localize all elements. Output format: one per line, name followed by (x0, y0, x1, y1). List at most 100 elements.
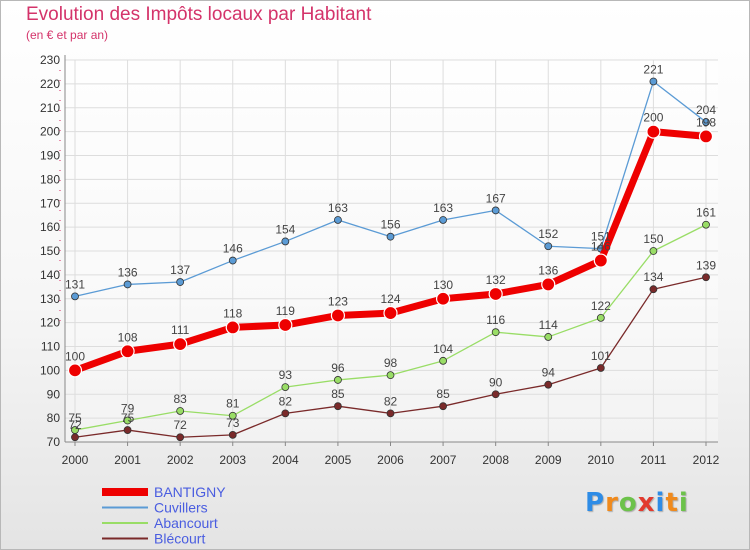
data-point (596, 364, 605, 372)
data-point (334, 402, 342, 411)
y-tick-label: 70 (47, 435, 61, 449)
data-point (228, 411, 237, 420)
data-label: 81 (226, 397, 240, 411)
y-tick-label: 110 (41, 340, 60, 354)
data-label: 108 (118, 330, 138, 344)
data-label: 221 (643, 62, 663, 76)
data-point (173, 337, 188, 352)
legend-label: Abancourt (154, 515, 218, 531)
y-tick-label: 210 (40, 101, 60, 115)
data-point (278, 317, 293, 333)
x-tick-label: 2009 (535, 453, 562, 467)
data-label: 79 (121, 402, 135, 416)
x-tick-label: 2008 (482, 453, 509, 467)
data-label: 136 (538, 263, 558, 277)
y-tick-label: 100 (40, 363, 60, 377)
y-tick-label: 130 (40, 292, 60, 306)
legend-label: BANTIGNY (154, 484, 226, 500)
data-point (228, 256, 237, 265)
data-point (71, 433, 79, 442)
data-label: 163 (433, 201, 453, 215)
data-label: 152 (538, 227, 558, 241)
data-point (386, 371, 395, 380)
data-label: 146 (223, 242, 243, 256)
logo-letter: t (665, 488, 679, 518)
data-point (491, 390, 500, 399)
data-point (71, 292, 79, 301)
data-point (646, 124, 661, 139)
y-tick-label: 230 (40, 53, 60, 67)
data-label: 122 (591, 299, 611, 313)
data-label: 198 (696, 115, 716, 129)
data-label: 139 (696, 258, 716, 272)
data-point (439, 216, 447, 224)
x-tick-label: 2011 (641, 453, 667, 467)
data-point (702, 220, 710, 229)
data-point (123, 416, 132, 425)
y-tick-label: 150 (40, 244, 60, 258)
data-label: 137 (170, 263, 190, 277)
data-label: 114 (539, 318, 558, 332)
data-label: 150 (643, 232, 663, 246)
data-point (439, 356, 447, 365)
x-tick-label: 2004 (272, 453, 299, 467)
data-point (281, 237, 290, 246)
data-label: 73 (226, 416, 240, 430)
data-label: 161 (696, 206, 716, 220)
y-tick-label: 180 (40, 172, 60, 186)
data-label: 96 (331, 361, 345, 375)
y-tick-label: 170 (40, 196, 60, 210)
data-label: 130 (433, 278, 453, 292)
data-point (228, 430, 237, 439)
data-label: 204 (696, 103, 716, 117)
x-tick-label: 2000 (62, 453, 89, 467)
data-label: 116 (486, 313, 505, 327)
logo-letter: x (637, 488, 656, 518)
x-tick-label: 2001 (114, 453, 141, 467)
chart-subtitle: (en € et par an) (26, 28, 109, 42)
data-label: 90 (489, 375, 503, 389)
data-point (544, 333, 553, 341)
x-tick-label: 2003 (219, 453, 246, 467)
data-label: 124 (380, 292, 400, 306)
data-label: 136 (118, 265, 138, 279)
data-label: 98 (384, 356, 398, 370)
data-label: 131 (65, 277, 85, 291)
proxiti-logo: Proxiti (585, 488, 689, 518)
data-label: 146 (591, 240, 611, 254)
x-tick-label: 2005 (325, 453, 352, 467)
data-label: 94 (542, 366, 556, 380)
data-label: 134 (643, 270, 663, 284)
data-label: 119 (276, 304, 295, 318)
data-label: 156 (380, 218, 400, 232)
data-label: 85 (331, 387, 345, 401)
data-point (176, 433, 185, 442)
logo-letter: P (585, 488, 606, 518)
data-label: 75 (68, 411, 82, 425)
data-point (281, 383, 290, 391)
data-label: 82 (279, 394, 293, 408)
data-point (281, 409, 290, 418)
data-point (176, 278, 185, 286)
data-point (491, 328, 500, 337)
y-tick-label: 90 (47, 387, 61, 401)
y-tick-label: 220 (40, 77, 60, 91)
data-label: 118 (223, 306, 242, 320)
data-label: 85 (436, 387, 450, 401)
x-tick-label: 2012 (693, 453, 720, 467)
data-point (541, 277, 556, 292)
data-point (698, 129, 714, 144)
data-point (225, 320, 240, 335)
chart-title: Evolution des Impôts locaux par Habitant (26, 4, 372, 25)
data-point (435, 291, 451, 306)
data-point (649, 247, 658, 255)
y-tick-label: 200 (40, 125, 60, 139)
data-point (120, 344, 135, 359)
data-point (702, 273, 710, 282)
data-point (176, 407, 185, 415)
legend-label: Cuvillers (154, 500, 208, 516)
logo-letter: r (605, 488, 619, 518)
data-label: 72 (173, 418, 187, 432)
y-tick-label: 140 (40, 268, 60, 282)
